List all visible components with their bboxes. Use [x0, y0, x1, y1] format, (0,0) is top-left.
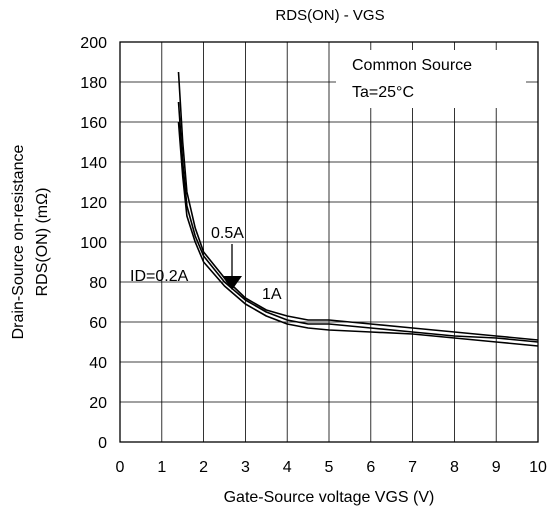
y-tick-label: 120 [80, 195, 107, 212]
grid [120, 42, 538, 442]
y-tick-label: 100 [80, 235, 107, 252]
x-tick-labels: 0 1 2 3 4 5 6 7 8 9 10 [116, 459, 547, 476]
label-0-5a: 0.5A [211, 225, 244, 242]
condition-temperature: Ta=25°C [352, 84, 414, 101]
y-tick-label: 20 [89, 395, 107, 412]
x-tick-label: 7 [408, 459, 417, 476]
y-axis-label-line-1: Drain-Source on-resistance [10, 145, 27, 340]
condition-common-source: Common Source [352, 57, 472, 74]
series-line-2 [177, 101, 539, 343]
x-tick-label: 6 [366, 459, 375, 476]
series-line-3 [177, 121, 539, 347]
x-tick-label: 1 [157, 459, 166, 476]
chart-title: RDS(ON) - VGS [275, 7, 384, 24]
x-tick-label: 8 [450, 459, 459, 476]
y-axis-label-line-2: RDS(ON) (mΩ) [34, 188, 51, 297]
series-curves [177, 71, 539, 347]
y-tick-labels: 0 20 40 60 80 100 120 140 160 180 200 [80, 35, 107, 452]
x-tick-label: 10 [529, 459, 547, 476]
y-tick-label: 160 [80, 115, 107, 132]
x-tick-label: 4 [283, 459, 292, 476]
plot-frame [119, 41, 539, 443]
x-tick-label: 3 [241, 459, 250, 476]
x-tick-label: 0 [116, 459, 125, 476]
y-tick-label: 60 [89, 315, 107, 332]
label-id-0-2a: ID=0.2A [130, 268, 189, 285]
y-tick-label: 180 [80, 75, 107, 92]
x-tick-label: 9 [492, 459, 501, 476]
x-tick-label: 5 [325, 459, 334, 476]
label-1a: 1A [262, 286, 282, 303]
x-axis-label: Gate-Source voltage VGS (V) [224, 489, 435, 506]
y-tick-label: 200 [80, 35, 107, 52]
y-tick-label: 80 [89, 275, 107, 292]
arrow-head [222, 276, 242, 290]
y-tick-label: 140 [80, 155, 107, 172]
y-tick-label: 40 [89, 355, 107, 372]
series-line-1 [177, 71, 539, 341]
conditions-box [336, 50, 526, 108]
x-tick-label: 2 [199, 459, 208, 476]
y-tick-label: 0 [98, 435, 107, 452]
